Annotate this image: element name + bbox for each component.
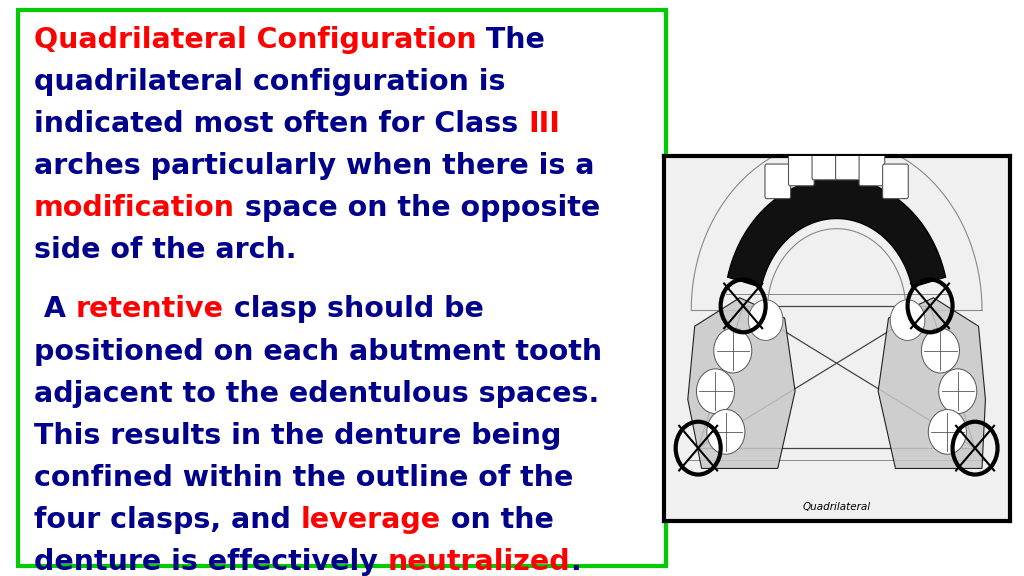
Polygon shape (879, 298, 985, 468)
FancyBboxPatch shape (836, 145, 861, 180)
Text: retentive: retentive (76, 295, 223, 324)
Text: arches particularly when there is a: arches particularly when there is a (34, 152, 594, 180)
Text: space on the opposite: space on the opposite (234, 194, 600, 222)
Text: III: III (528, 110, 560, 138)
Circle shape (922, 328, 959, 373)
FancyBboxPatch shape (859, 151, 885, 186)
Circle shape (939, 369, 977, 414)
Text: clasp should be: clasp should be (223, 295, 483, 324)
Text: leverage: leverage (300, 506, 440, 534)
Text: .: . (570, 548, 581, 576)
Circle shape (890, 300, 925, 340)
Polygon shape (728, 178, 945, 287)
Circle shape (749, 300, 783, 340)
FancyBboxPatch shape (883, 164, 908, 199)
Text: denture is effectively: denture is effectively (34, 548, 387, 576)
Text: adjacent to the edentulous spaces.: adjacent to the edentulous spaces. (34, 380, 599, 408)
FancyBboxPatch shape (812, 145, 838, 180)
Circle shape (714, 328, 752, 373)
Text: neutralized: neutralized (387, 548, 570, 576)
FancyBboxPatch shape (788, 151, 814, 186)
Text: confined within the outline of the: confined within the outline of the (34, 464, 573, 492)
Text: Quadrilateral Configuration: Quadrilateral Configuration (34, 26, 476, 54)
Polygon shape (688, 298, 795, 468)
Text: four clasps, and: four clasps, and (34, 506, 300, 534)
FancyBboxPatch shape (765, 164, 791, 199)
Text: quadrilateral configuration is: quadrilateral configuration is (34, 68, 505, 96)
Text: Quadrilateral: Quadrilateral (803, 502, 870, 512)
Text: The: The (476, 26, 546, 54)
Text: A: A (34, 295, 76, 324)
Text: positioned on each abutment tooth: positioned on each abutment tooth (34, 338, 602, 366)
Circle shape (696, 369, 734, 414)
Text: This results in the denture being: This results in the denture being (34, 422, 561, 450)
Text: indicated most often for Class: indicated most often for Class (34, 110, 528, 138)
Text: modification: modification (34, 194, 234, 222)
Text: side of the arch.: side of the arch. (34, 236, 296, 264)
Circle shape (707, 410, 744, 454)
Text: on the: on the (440, 506, 554, 534)
Circle shape (929, 410, 967, 454)
Bar (18, 10, 666, 566)
